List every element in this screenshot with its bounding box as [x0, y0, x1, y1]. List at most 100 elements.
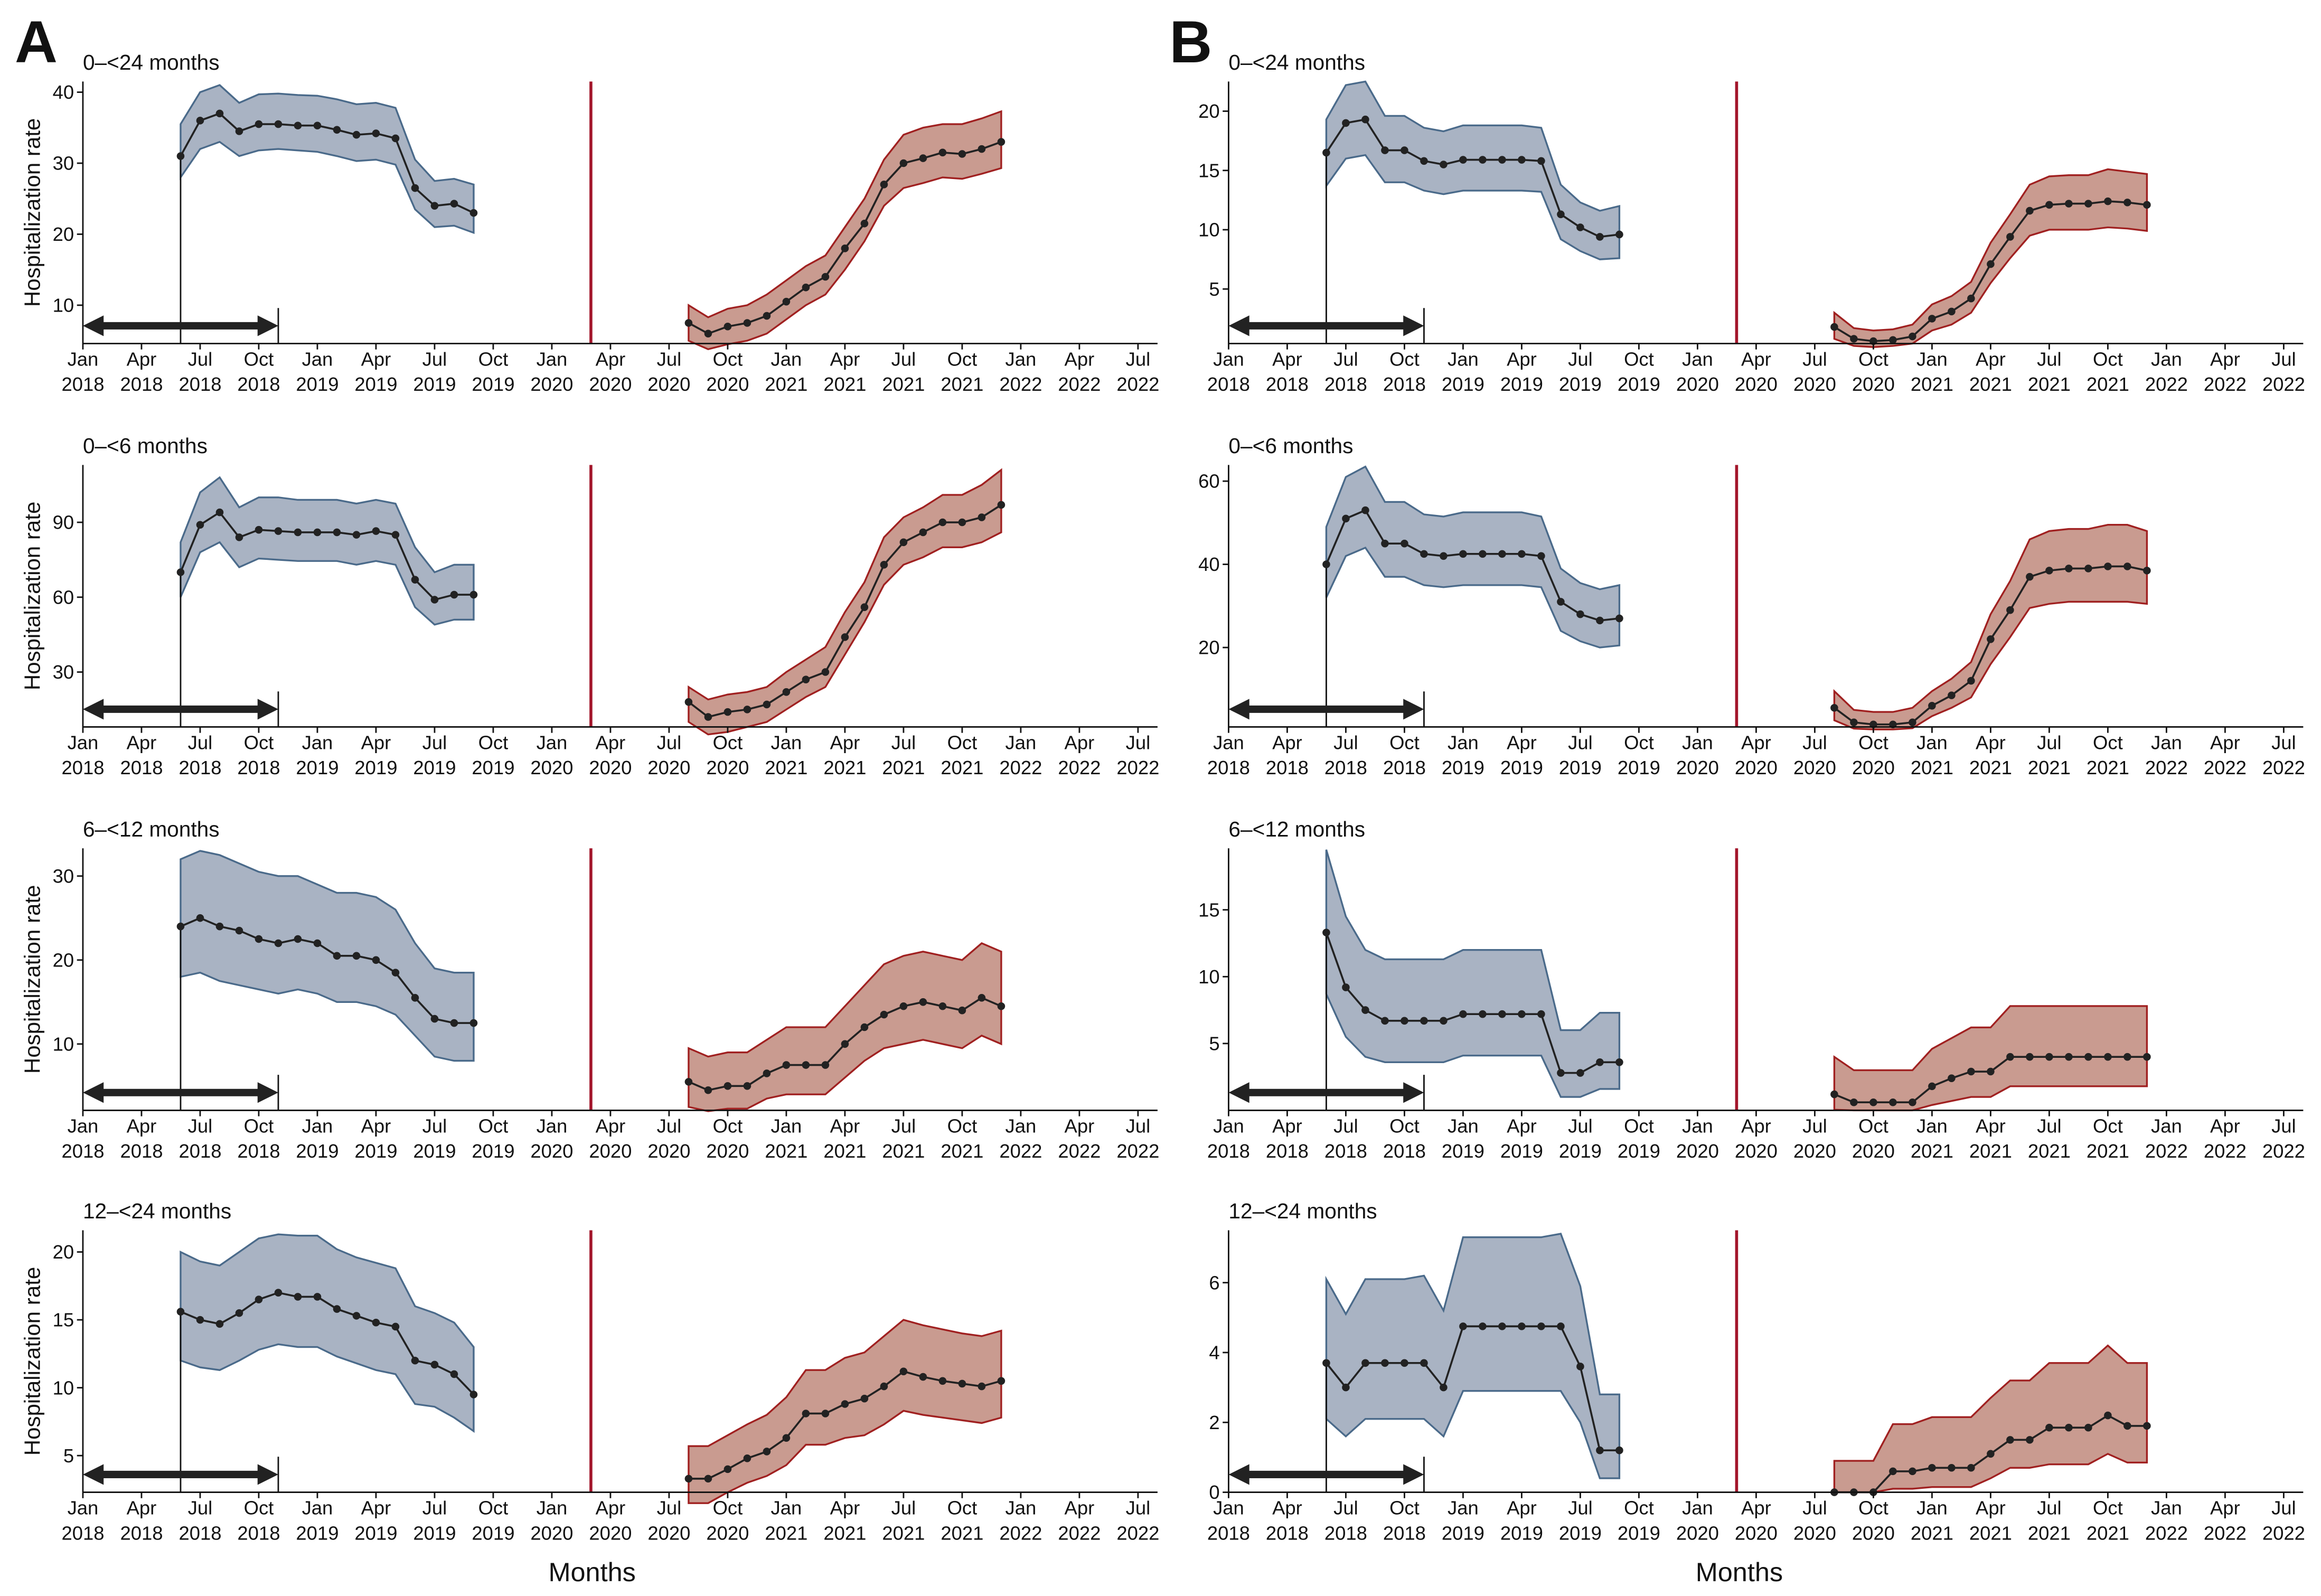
confidence-band — [688, 942, 1002, 1112]
data-point — [1557, 598, 1565, 606]
x-tick-month: Apr — [1272, 1497, 1302, 1519]
data-point — [1537, 157, 1545, 165]
x-tick-month: Apr — [1741, 1497, 1771, 1519]
x-tick-label: Oct 2018 — [237, 1497, 280, 1544]
x-tick-label: Jan 2022 — [2145, 732, 2188, 779]
x-tick-month: Jul — [1126, 732, 1151, 754]
x-tick-month: Oct — [1389, 732, 1420, 754]
x-tick-month: Apr — [1272, 732, 1302, 754]
x-tick-year: 2020 — [647, 757, 690, 778]
x-tick-label: Oct 2021 — [941, 1115, 983, 1162]
data-point — [1459, 156, 1467, 164]
confidence-band — [688, 110, 1002, 351]
x-tick-label: Apr 2020 — [589, 1115, 632, 1162]
data-point — [802, 283, 810, 292]
x-tick-year: 2021 — [2087, 373, 2129, 395]
x-tick-label: Oct 2020 — [1852, 349, 1895, 396]
x-tick-label: Oct 2018 — [237, 349, 280, 396]
data-point — [2084, 565, 2092, 572]
x-tick-month: Jul — [1333, 732, 1358, 754]
data-point — [2065, 200, 2073, 208]
x-tick-year: 2018 — [61, 757, 104, 778]
x-tick-year: 2022 — [999, 757, 1042, 778]
x-tick-year: 2019 — [296, 757, 339, 778]
data-point — [2026, 1436, 2034, 1444]
data-point — [821, 1061, 830, 1069]
data-point — [1909, 1098, 1916, 1106]
data-point — [176, 152, 185, 160]
arrow-head — [82, 1464, 104, 1485]
y-tick-label: 5 — [1209, 278, 1219, 300]
data-point — [2026, 572, 2034, 581]
x-tick-month: Jul — [657, 1115, 682, 1137]
series-line — [1325, 118, 1620, 238]
data-point — [899, 1367, 908, 1376]
x-tick-year: 2021 — [882, 1140, 925, 1162]
data-point — [1948, 307, 1956, 316]
x-tick-label: Apr 2019 — [1500, 1497, 1543, 1544]
x-tick-month: Jul — [2271, 1115, 2296, 1137]
x-tick-month: Jan — [2151, 732, 2182, 754]
series-line — [1325, 509, 1620, 622]
x-tick-year: 2021 — [2028, 1140, 2071, 1162]
x-tick-month: Jan — [1006, 1115, 1037, 1137]
x-tick-year: 2022 — [2204, 1522, 2247, 1544]
x-tick-year: 2018 — [1266, 1522, 1309, 1544]
x-tick-label: Jul 2021 — [2028, 349, 2071, 396]
panel-label: B — [1169, 9, 1212, 75]
data-point — [1498, 156, 1506, 164]
x-tick-year: 2021 — [1969, 373, 2012, 395]
data-point — [1479, 550, 1487, 558]
x-tick-year: 2018 — [1383, 373, 1426, 395]
x-tick-label: Oct 2018 — [1383, 732, 1426, 779]
data-point — [391, 1322, 400, 1331]
x-tick-label: Jul 2021 — [882, 732, 925, 779]
confidence-band — [1325, 80, 1621, 260]
x-tick-year: 2021 — [1911, 1522, 1953, 1544]
x-tick-year: 2022 — [999, 373, 1042, 395]
x-tick-label: Apr 2018 — [1266, 1497, 1309, 1544]
data-point — [2104, 1411, 2112, 1420]
x-tick-label: Oct 2020 — [1852, 1115, 1895, 1162]
x-tick-year: 2020 — [1793, 757, 1836, 778]
data-point — [2143, 201, 2151, 209]
x-tick-month: Jan — [771, 732, 802, 754]
data-point — [841, 1040, 849, 1048]
y-axis-label: Hospitalization rate — [20, 502, 45, 690]
x-tick-year: 2021 — [823, 757, 866, 778]
data-point — [313, 121, 322, 130]
confidence-band — [180, 476, 475, 626]
x-tick-year: 2019 — [1618, 1140, 1660, 1162]
x-tick-year: 2022 — [1116, 757, 1159, 778]
data-point — [782, 1434, 791, 1442]
x-tick-year: 2018 — [120, 1522, 163, 1544]
data-point — [352, 952, 361, 960]
x-tick-year: 2020 — [1676, 757, 1719, 778]
series-line — [1326, 1325, 1620, 1452]
x-tick-label: Jul 2018 — [1324, 349, 1367, 396]
x-tick-year: 2020 — [1852, 1522, 1895, 1544]
x-tick-month: Oct — [1858, 732, 1888, 754]
x-tick-year: 2022 — [2204, 1140, 2247, 1162]
data-point — [841, 1400, 849, 1408]
x-tick-year: 2018 — [1266, 373, 1309, 395]
x-tick-label: Apr 2019 — [1500, 732, 1543, 779]
confidence-band — [688, 468, 1002, 736]
data-point — [411, 1356, 419, 1365]
data-point — [274, 527, 283, 535]
x-tick-year: 2021 — [1911, 1140, 1953, 1162]
data-point — [763, 312, 771, 320]
x-tick-year: 2018 — [1207, 373, 1250, 395]
data-point — [1401, 146, 1408, 154]
x-tick-label: Jul 2021 — [882, 349, 925, 396]
data-point — [1459, 1322, 1467, 1330]
x-tick-year: 2019 — [1618, 373, 1660, 395]
data-point — [1401, 539, 1408, 548]
x-tick-label: Jan 2018 — [1207, 732, 1250, 779]
confidence-band — [1325, 1233, 1621, 1479]
x-tick-label: Jan 2021 — [765, 349, 807, 396]
data-point — [2006, 606, 2014, 614]
arrow-head — [257, 315, 278, 336]
x-tick-month: Apr — [1507, 1115, 1537, 1137]
data-point — [391, 969, 400, 977]
